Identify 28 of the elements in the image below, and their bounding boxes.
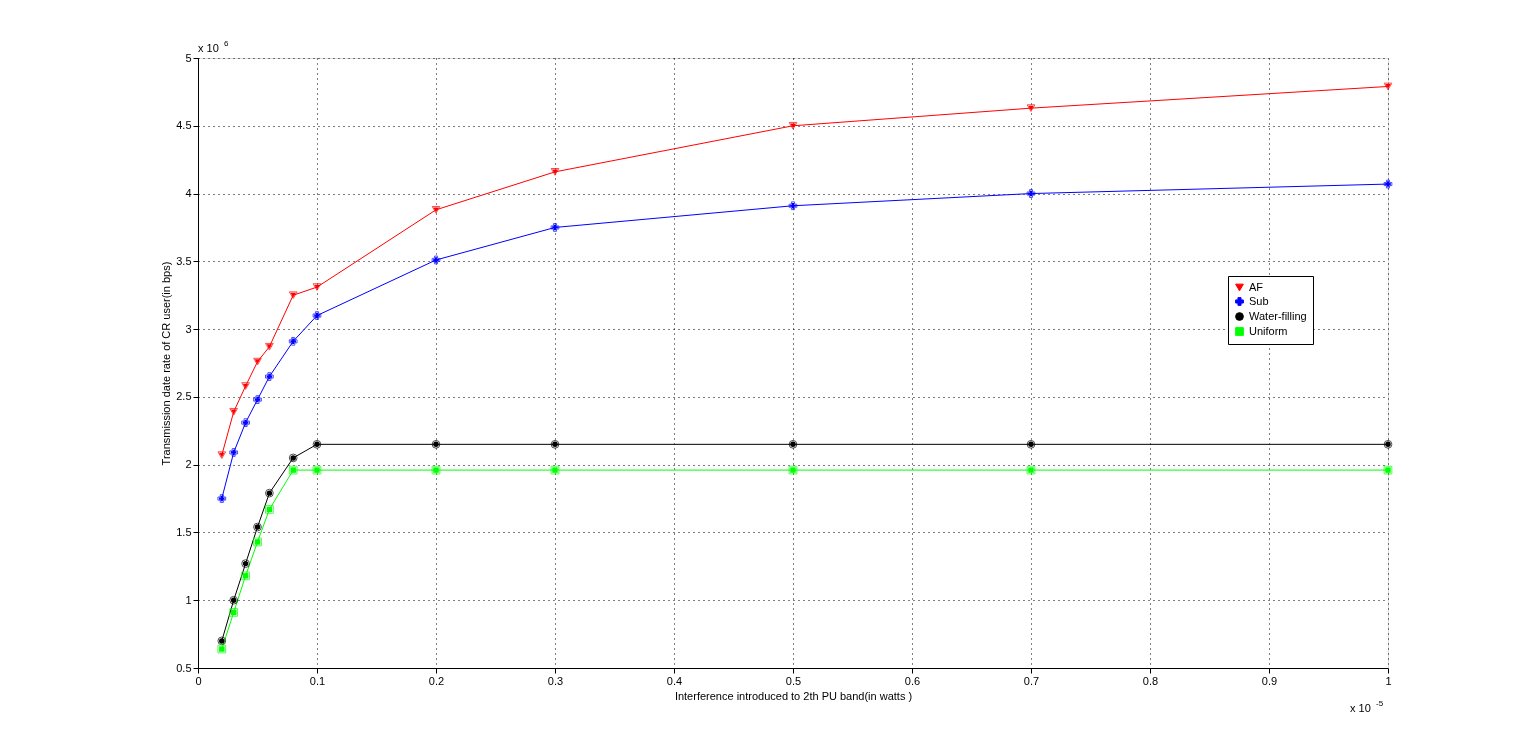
y-tick-label: 2.5 bbox=[176, 390, 192, 403]
y-tick-label: 5 bbox=[185, 51, 192, 64]
legend-label: Sub bbox=[1249, 294, 1269, 307]
x-tick-label: 0.9 bbox=[1261, 674, 1278, 687]
y-tick-label: 3 bbox=[185, 322, 192, 335]
y-tick-label: 0.5 bbox=[176, 661, 192, 674]
y-axis-title: Transmission date rate of CR user(in bps) bbox=[160, 261, 173, 466]
legend-label: Uniform bbox=[1249, 324, 1288, 337]
y-tick-label: 2 bbox=[185, 458, 192, 471]
x-tick-label: 0.6 bbox=[904, 674, 921, 687]
x-tick-label: 0.7 bbox=[1023, 674, 1040, 687]
x-tick-label: 0.2 bbox=[428, 674, 445, 687]
text: x 10-5 bbox=[1350, 699, 1384, 714]
x-tick-label: 0.4 bbox=[666, 674, 683, 687]
x-tick-label: 1 bbox=[1385, 674, 1392, 687]
x-tick-label: 0 bbox=[195, 674, 202, 687]
y-tick-label: 4 bbox=[185, 187, 192, 200]
legend-label: AF bbox=[1249, 280, 1264, 293]
y-tick-label: 1 bbox=[185, 593, 192, 606]
x-axis-title: Interference introduced to 2th PU band(in watts ) bbox=[674, 689, 913, 702]
x-tick-label: 0.3 bbox=[547, 674, 564, 687]
y-tick-label: 4.5 bbox=[176, 119, 192, 132]
x-tick-label: 0.8 bbox=[1142, 674, 1159, 687]
y-tick-label: 1.5 bbox=[176, 525, 192, 538]
x-tick-label: 0.5 bbox=[785, 674, 802, 687]
legend-label: Water-filling bbox=[1249, 309, 1307, 322]
x-tick-label: 0.1 bbox=[309, 674, 326, 687]
y-tick-label: 3.5 bbox=[176, 254, 192, 267]
